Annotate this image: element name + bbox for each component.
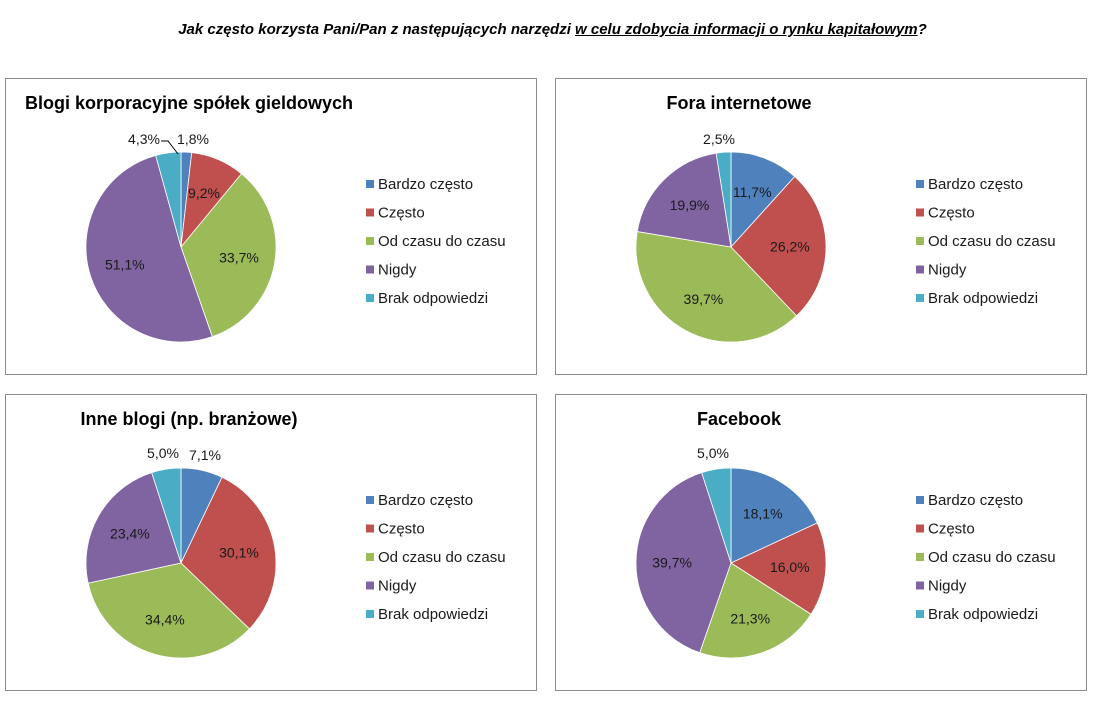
legend-label-czesto-inne-blogi: Często	[378, 521, 425, 538]
data-label-czesto-inne-blogi: 30,1%	[219, 545, 259, 561]
legend-swatch-brak-odpowiedzi-inne-blogi	[366, 610, 374, 618]
legend-label-bardzo-czesto-inne-blogi: Bardzo często	[378, 492, 473, 509]
slice-czesto-fora-internetowe	[730, 175, 827, 317]
data-label-czesto-facebook: 16,0%	[770, 559, 810, 575]
page-title-suffix: ?	[917, 21, 927, 38]
legend-swatch-czesto-fora-internetowe	[916, 208, 924, 217]
chart-panel-inne-blogi: Inne blogi (np. branżowe) 7,1% 30,1% 34,4% 2…	[5, 394, 537, 691]
legend-label-czesto-fora-internetowe: Często	[928, 205, 975, 222]
legend-swatch-brak-odpowiedzi-blogi-korporacyjne	[366, 294, 374, 302]
slice-bardzo-czesto-facebook	[730, 467, 818, 564]
legend-swatch-od-czasu-do-czasu-facebook	[916, 553, 924, 561]
pie-chart-facebook: Facebook 18,1% 16,0% 21,3% 39,7% 5,0% Bardzo c…	[635, 409, 1056, 659]
data-label-brak-odpowiedzi-facebook: 5,0%	[697, 445, 729, 461]
legend-swatch-brak-odpowiedzi-facebook	[916, 610, 924, 618]
data-label-nigdy-facebook: 39,7%	[652, 554, 692, 570]
data-label-od-czasu-do-czasu-facebook: 21,3%	[730, 611, 770, 627]
data-label-bardzo-czesto-facebook: 18,1%	[743, 505, 783, 521]
legend-swatch-nigdy-inne-blogi	[366, 581, 374, 590]
data-label-brak-odpowiedzi-blogi-korporacyjne: 4,3%	[128, 131, 160, 147]
legend-swatch-bardzo-czesto-blogi-korporacyjne	[366, 180, 374, 188]
chart-title-fora-internetowe: Fora internetowe	[666, 93, 811, 113]
slice-czesto-inne-blogi	[180, 476, 277, 630]
legend-label-bardzo-czesto-blogi-korporacyjne: Bardzo często	[378, 176, 473, 193]
chart-title-blogi-korporacyjne: Blogi korporacyjne spółek gieldowych	[25, 93, 353, 113]
data-label-nigdy-inne-blogi: 23,4%	[110, 526, 150, 542]
legend-swatch-nigdy-facebook	[916, 581, 924, 590]
slice-nigdy-blogi-korporacyjne	[85, 154, 213, 343]
slice-brak-odpowiedzi-blogi-korporacyjne	[155, 151, 182, 248]
legend-swatch-bardzo-czesto-inne-blogi	[366, 496, 374, 504]
legend-swatch-brak-odpowiedzi-fora-internetowe	[916, 294, 924, 302]
legend-swatch-bardzo-czesto-fora-internetowe	[916, 180, 924, 188]
chart-panel-facebook: Facebook 18,1% 16,0% 21,3% 39,7% 5,0% Bardzo c…	[555, 394, 1087, 691]
page-title-underlined: w celu zdobycia informacji o rynku kapit…	[575, 21, 918, 38]
legend-swatch-bardzo-czesto-facebook	[916, 496, 924, 504]
slice-nigdy-fora-internetowe	[636, 152, 732, 248]
legend-swatch-czesto-blogi-korporacyjne	[366, 208, 374, 217]
slice-czesto-facebook	[730, 522, 827, 615]
legend-swatch-nigdy-fora-internetowe	[916, 265, 924, 274]
legend-label-nigdy-fora-internetowe: Nigdy	[928, 262, 967, 279]
legend-swatch-od-czasu-do-czasu-inne-blogi	[366, 553, 374, 561]
data-label-od-czasu-do-czasu-inne-blogi: 34,4%	[145, 612, 185, 628]
slice-od-czasu-do-czasu-blogi-korporacyjne	[180, 173, 277, 338]
data-label-nigdy-fora-internetowe: 19,9%	[670, 197, 710, 213]
legend-label-czesto-facebook: Często	[928, 521, 975, 538]
legend-label-brak-odpowiedzi-inne-blogi: Brak odpowiedzi	[378, 606, 488, 623]
data-label-bardzo-czesto-blogi-korporacyjne: 1,8%	[177, 131, 209, 147]
page-title: Jak często korzysta Pani/Pan z następują…	[0, 21, 1105, 38]
slice-brak-odpowiedzi-fora-internetowe	[715, 151, 732, 248]
legend-label-od-czasu-do-czasu-inne-blogi: Od czasu do czasu	[378, 549, 506, 566]
legend-label-brak-odpowiedzi-fora-internetowe: Brak odpowiedzi	[928, 290, 1038, 307]
slice-od-czasu-do-czasu-inne-blogi	[87, 562, 250, 659]
legend-swatch-od-czasu-do-czasu-fora-internetowe	[916, 237, 924, 245]
data-label-czesto-fora-internetowe: 26,2%	[770, 238, 810, 254]
data-label-bardzo-czesto-fora-internetowe: 11,7%	[733, 184, 772, 200]
data-label-brak-odpowiedzi-fora-internetowe: 2,5%	[703, 131, 735, 147]
legend-label-brak-odpowiedzi-blogi-korporacyjne: Brak odpowiedzi	[378, 290, 488, 307]
legend-label-od-czasu-do-czasu-fora-internetowe: Od czasu do czasu	[928, 233, 1056, 250]
data-label-od-czasu-do-czasu-fora-internetowe: 39,7%	[684, 291, 724, 307]
data-label-brak-odpowiedzi-inne-blogi: 5,0%	[147, 445, 179, 461]
chart-title-inne-blogi: Inne blogi (np. branżowe)	[81, 409, 298, 429]
legend-label-bardzo-czesto-fora-internetowe: Bardzo często	[928, 176, 1023, 193]
chart-panel-fora-internetowe: Fora internetowe 11,7% 26,2% 39,7% 19,9% 2,5%…	[555, 78, 1087, 375]
page-title-prefix: Jak często korzysta Pani/Pan z następują…	[178, 21, 576, 38]
legend-label-nigdy-blogi-korporacyjne: Nigdy	[378, 262, 417, 279]
slice-od-czasu-do-czasu-facebook	[699, 562, 812, 659]
pie-chart-fora-internetowe: Fora internetowe 11,7% 26,2% 39,7% 19,9% 2,5%…	[635, 93, 1056, 343]
slice-brak-odpowiedzi-facebook	[701, 467, 732, 564]
legend-swatch-nigdy-blogi-korporacyjne	[366, 265, 374, 274]
slice-brak-odpowiedzi-inne-blogi	[151, 467, 182, 564]
legend-label-czesto-blogi-korporacyjne: Często	[378, 205, 425, 222]
pie-chart-inne-blogi: Inne blogi (np. branżowe) 7,1% 30,1% 34,4% 2…	[81, 409, 506, 659]
data-label-nigdy-blogi-korporacyjne: 51,1%	[105, 257, 145, 273]
leader-line-blogi-korporacyjne	[161, 140, 179, 155]
legend-label-od-czasu-do-czasu-blogi-korporacyjne: Od czasu do czasu	[378, 233, 506, 250]
data-label-od-czasu-do-czasu-blogi-korporacyjne: 33,7%	[219, 249, 259, 265]
legend-label-od-czasu-do-czasu-facebook: Od czasu do czasu	[928, 549, 1056, 566]
legend-swatch-od-czasu-do-czasu-blogi-korporacyjne	[366, 237, 374, 245]
legend-label-nigdy-inne-blogi: Nigdy	[378, 578, 417, 595]
pie-chart-blogi-korporacyjne: Blogi korporacyjne spółek gieldowych 1,8%…	[25, 93, 506, 343]
legend-swatch-czesto-inne-blogi	[366, 524, 374, 533]
legend-label-brak-odpowiedzi-facebook: Brak odpowiedzi	[928, 606, 1038, 623]
slice-bardzo-czesto-fora-internetowe	[730, 151, 796, 249]
chart-title-facebook: Facebook	[697, 409, 782, 429]
data-label-bardzo-czesto-inne-blogi: 7,1%	[189, 447, 221, 463]
slice-nigdy-facebook	[635, 472, 732, 654]
legend-swatch-czesto-facebook	[916, 524, 924, 533]
data-label-czesto-blogi-korporacyjne: 9,2%	[188, 185, 220, 201]
slice-nigdy-inne-blogi	[85, 472, 182, 584]
legend-label-bardzo-czesto-facebook: Bardzo często	[928, 492, 1023, 509]
chart-panel-blogi-korporacyjne: Blogi korporacyjne spółek gieldowych 1,8%…	[5, 78, 537, 375]
legend-label-nigdy-facebook: Nigdy	[928, 578, 967, 595]
slice-od-czasu-do-czasu-fora-internetowe	[635, 231, 798, 343]
